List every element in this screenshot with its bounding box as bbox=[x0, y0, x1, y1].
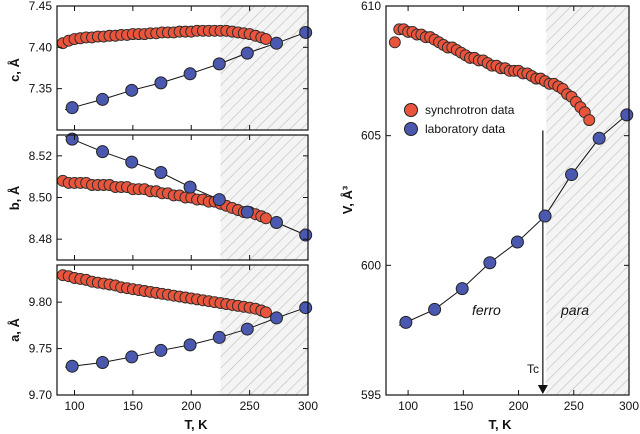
c-laboratory-point bbox=[212, 57, 226, 71]
c-axis-label: c, Å bbox=[7, 57, 22, 81]
a-laboratory-point bbox=[240, 322, 254, 336]
a-laboratory-point bbox=[269, 311, 283, 325]
c-laboratory-point bbox=[154, 76, 168, 90]
a-axis-label: a, Å bbox=[7, 317, 22, 341]
a-laboratory-point bbox=[96, 356, 110, 369]
v-y-tick-label: 610 bbox=[361, 0, 381, 13]
v-laboratory-point bbox=[592, 131, 606, 145]
b-laboratory-point bbox=[212, 193, 226, 207]
a-laboratory-point bbox=[125, 350, 139, 364]
b-laboratory-point bbox=[299, 228, 313, 242]
v-synchrotron-point bbox=[388, 36, 401, 49]
tc-label: Tc bbox=[527, 362, 539, 376]
v-laboratory-point bbox=[483, 256, 497, 270]
v-laboratory-point bbox=[538, 209, 552, 223]
v-laboratory-point bbox=[399, 315, 413, 329]
v-laboratory-point bbox=[565, 168, 579, 182]
right-x-axis-label: T, K bbox=[488, 417, 512, 432]
legend: synchrotron data laboratory data bbox=[404, 103, 515, 136]
a-laboratory-point bbox=[65, 359, 79, 373]
ferro-label: ferro bbox=[472, 302, 501, 318]
a-x-tick-label: 100 bbox=[64, 399, 84, 413]
a-x-tick-label: 300 bbox=[298, 399, 318, 413]
b-laboratory-point bbox=[269, 216, 283, 229]
b-laboratory-point bbox=[183, 180, 197, 194]
v-x-tick-label: 200 bbox=[509, 399, 529, 413]
v-panel-frame bbox=[385, 5, 630, 396]
a-laboratory-point bbox=[154, 343, 168, 357]
tc-arrow bbox=[537, 385, 548, 394]
volume-axis-label: V, Å³ bbox=[340, 185, 355, 214]
v-x-tick-label: 150 bbox=[453, 399, 473, 413]
b-synchrotron-point bbox=[260, 212, 272, 225]
a-y-tick-label: 9.70 bbox=[29, 388, 53, 402]
a-laboratory-point bbox=[299, 301, 313, 315]
b-y-tick-label: 8.48 bbox=[29, 232, 53, 246]
b-laboratory-point bbox=[125, 155, 139, 169]
c-y-tick-label: 7.35 bbox=[29, 82, 53, 96]
c-laboratory-point bbox=[299, 25, 313, 39]
v-x-tick-label: 300 bbox=[619, 399, 639, 413]
a-x-tick-label: 200 bbox=[181, 399, 201, 413]
v-para-region bbox=[546, 6, 629, 395]
c-para-region bbox=[220, 6, 308, 130]
v-x-tick-label: 100 bbox=[398, 399, 418, 413]
v-laboratory-point bbox=[510, 235, 524, 249]
v-laboratory-point bbox=[428, 302, 442, 316]
c-laboratory-point bbox=[96, 92, 110, 106]
legend-laboratory-label: laboratory data bbox=[425, 122, 505, 136]
v-x-tick-label: 250 bbox=[564, 399, 584, 413]
a-x-tick-label: 150 bbox=[123, 399, 143, 413]
v-y-tick-label: 595 bbox=[361, 388, 381, 402]
b-y-tick-label: 8.52 bbox=[29, 149, 53, 163]
b-laboratory-point bbox=[65, 132, 79, 146]
b-y-tick-label: 8.50 bbox=[29, 191, 53, 205]
b-laboratory-point bbox=[154, 166, 168, 179]
legend-laboratory-marker bbox=[404, 122, 418, 136]
a-para-region bbox=[220, 265, 308, 395]
b-laboratory-point bbox=[240, 205, 254, 219]
v-laboratory-point bbox=[455, 282, 469, 296]
v-laboratory-point bbox=[620, 108, 634, 122]
c-laboratory-point bbox=[125, 83, 139, 97]
c-laboratory-point bbox=[183, 67, 197, 81]
c-laboratory-point bbox=[269, 36, 283, 50]
a-x-tick-label: 250 bbox=[240, 399, 260, 413]
c-synchrotron-point bbox=[260, 33, 272, 46]
v-synchrotron-point bbox=[583, 114, 596, 127]
para-label: para bbox=[560, 302, 589, 318]
c-laboratory-point bbox=[240, 46, 254, 60]
left-x-axis-label: T, K bbox=[184, 417, 208, 432]
c-laboratory-point bbox=[65, 101, 79, 115]
c-panel-frame bbox=[56, 5, 309, 131]
legend-synchrotron-marker bbox=[404, 103, 418, 117]
a-laboratory-point bbox=[212, 330, 226, 344]
v-y-tick-label: 605 bbox=[361, 129, 381, 143]
b-axis-label: b, Å bbox=[7, 185, 22, 210]
b-para-region bbox=[220, 135, 308, 260]
a-laboratory-point bbox=[183, 338, 197, 352]
c-y-tick-label: 7.45 bbox=[29, 0, 53, 13]
v-y-tick-label: 600 bbox=[361, 258, 381, 272]
a-y-tick-label: 9.80 bbox=[29, 295, 53, 309]
c-y-tick-label: 7.40 bbox=[29, 40, 53, 54]
a-synchrotron-point bbox=[260, 306, 272, 319]
legend-synchrotron-label: synchrotron data bbox=[425, 103, 515, 117]
b-laboratory-point bbox=[96, 145, 110, 159]
a-panel-frame bbox=[56, 264, 309, 396]
a-y-tick-label: 9.75 bbox=[29, 342, 53, 356]
